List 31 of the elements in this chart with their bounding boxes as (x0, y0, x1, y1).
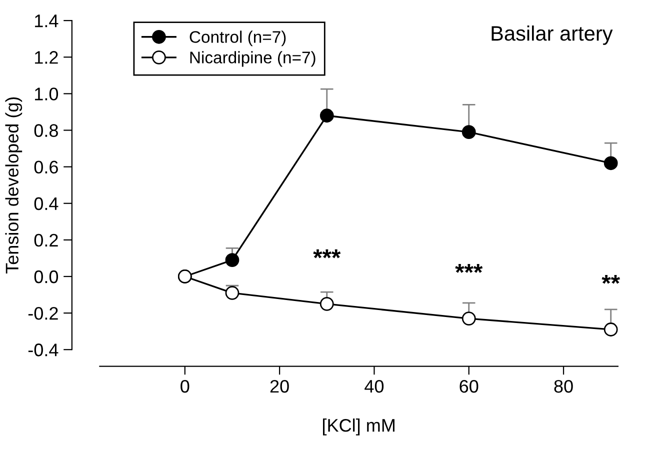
point (225, 286, 240, 300)
x-tick-label: 0 (180, 380, 190, 393)
x-axis-title: [KCl] mM (323, 418, 394, 436)
y-tick-label: 1.0 (35, 88, 58, 100)
y-tick-label: 0.2 (34, 234, 58, 247)
legend-label: Nicardipine (n=7) (190, 51, 316, 67)
annotation: ** (602, 275, 620, 284)
y-tick-label: 0.6 (34, 160, 58, 174)
y-tick-label: 1.2 (35, 51, 58, 64)
y-tick-label: -0.4 (28, 344, 58, 356)
point (320, 108, 334, 123)
x-tick-label: 20 (270, 380, 289, 393)
point (225, 253, 240, 267)
x-tick-label: 40 (364, 380, 384, 393)
x-tick-label: 60 (460, 380, 478, 393)
chart-title: Basilar artery (492, 26, 613, 45)
x-tick-label: 80 (554, 380, 573, 393)
y-tick-label: 1.4 (35, 14, 58, 28)
y-tick-label: 0.8 (34, 124, 58, 137)
point (462, 125, 476, 140)
point (320, 296, 334, 311)
y-tick-label: 0.0 (34, 270, 58, 284)
y-tick-label: -0.2 (28, 306, 58, 320)
legend-label: Control (n=7) (190, 30, 286, 46)
annotation: *** (455, 264, 483, 273)
point (462, 312, 476, 326)
annotation: *** (313, 249, 341, 258)
y-axis-title: Tension developed (g) (5, 97, 22, 274)
point (604, 322, 618, 336)
point (604, 156, 618, 170)
y-tick-label: 0.4 (34, 197, 58, 210)
